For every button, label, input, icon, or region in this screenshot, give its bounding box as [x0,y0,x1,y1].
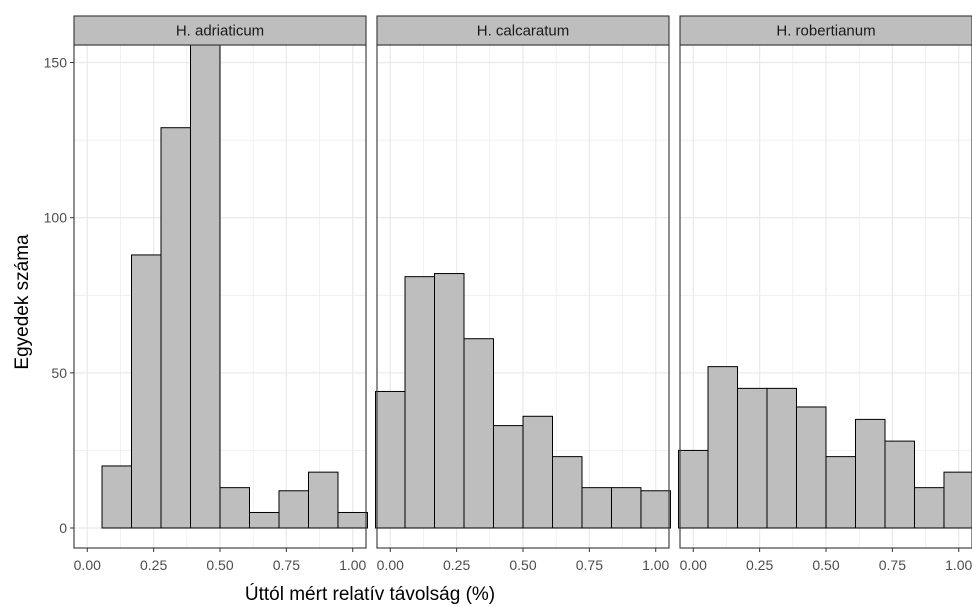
histogram-bar [131,254,162,529]
histogram-bar [307,471,339,529]
x-tick-label: 0.50 [206,557,233,573]
x-tick-label: 1.00 [642,557,669,573]
histogram-bar [522,415,554,529]
x-tick-label: 0.50 [509,557,536,573]
x-tick-label: 0.25 [746,557,773,573]
histogram-bar [610,487,642,529]
facet-strip [679,15,972,46]
histogram-bar [189,43,221,529]
histogram-bar [855,418,886,529]
histogram-bar [337,511,368,529]
y-tick-label: 0 [59,520,67,536]
histogram-bar [249,511,280,529]
y-tick-label: 150 [44,55,68,71]
histogram-bar [825,456,857,529]
x-tick-label: 0.75 [273,557,300,573]
facet-strip-label: H. robertianum [776,23,875,40]
histogram-bar [219,487,251,529]
histogram-bar [884,440,915,529]
histogram-bar [375,390,406,529]
facet-panel-3: H. robertianum 0.00 0.25 0.50 0.75 1.00 [678,15,972,573]
histogram-bar [640,490,671,529]
histogram-bar [943,471,972,529]
x-tick-label: 0.00 [680,557,707,573]
y-tick-label: 100 [44,210,68,226]
histogram-bar [678,449,709,529]
x-tick-label: 0.50 [812,557,839,573]
histogram-bar [581,487,612,529]
histogram-bar [404,276,436,529]
x-tick-label: 0.75 [576,557,603,573]
histogram-bar [795,406,827,529]
histogram-bar [101,465,133,529]
y-tick-label: 50 [51,365,67,381]
x-tick-label: 0.00 [74,557,101,573]
histogram-bar [434,273,465,529]
histogram-bar [160,127,191,529]
histogram-bar [278,490,309,529]
x-tick-label: 0.25 [443,557,470,573]
histogram-bar [552,456,583,529]
facet-strip-label: H. calcaratum [477,23,570,40]
histogram-bar [492,425,524,529]
histogram-bar [766,387,797,529]
facet-panel-1: H. adriaticum 0.00 0.25 0.50 0.75 1.00 [73,15,368,573]
facet-strip-label: H. adriaticum [176,23,264,40]
histogram-bar [737,387,768,529]
x-tick-label: 0.00 [377,557,404,573]
facet-strip [376,15,670,46]
x-tick-label: 1.00 [339,557,366,573]
x-axis-title: Úttól mért relatív távolság (%) [245,583,495,605]
y-axis-title: Egyedek száma [12,234,33,370]
x-tick-label: 0.25 [140,557,167,573]
histogram-bar [707,366,739,529]
histogram-bar [913,487,945,529]
histogram-bar [463,338,494,529]
facet-panel-2: H. calcaratum 0.00 0.25 0.50 0.75 1.00 [375,15,671,573]
x-tick-label: 1.00 [945,557,972,573]
facet-strip [73,15,367,46]
x-tick-label: 0.75 [879,557,906,573]
y-axis: 0 50 100 150 [44,55,74,536]
